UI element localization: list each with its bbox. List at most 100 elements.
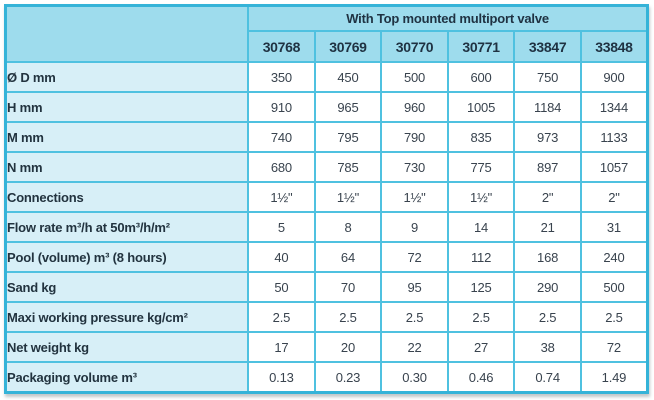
corner-cell [4,4,250,63]
table-row: Packaging volume m³ 0.13 0.23 0.30 0.46 … [4,361,649,394]
row-label: Maxi working pressure kg/cm² [4,301,250,333]
value-cell: 775 [446,151,516,183]
value-cell: 0.13 [247,361,316,394]
value-cell: 0.30 [380,361,449,394]
value-cell: 50 [247,271,316,303]
value-cell: 40 [247,241,316,273]
table-row: Net weight kg 17 20 22 27 38 72 [4,331,649,363]
value-cell: 973 [513,121,582,153]
row-label: M mm [4,121,250,153]
row-label: H mm [4,91,250,123]
value-cell: 2.5 [513,301,582,333]
value-cell: 0.74 [513,361,582,394]
value-cell: 27 [446,331,516,363]
row-label: Flow rate m³/h at 50m³/h/m² [4,211,250,243]
value-cell: 64 [313,241,383,273]
value-cell: 168 [513,241,582,273]
table-row: N mm 680 785 730 775 897 1057 [4,151,649,183]
value-cell: 21 [513,211,582,243]
value-cell: 740 [247,121,316,153]
table-header-models-row: 30768 30769 30770 30771 33847 33848 [6,30,649,63]
table-row: Ø D mm 350 450 500 600 750 900 [4,61,649,93]
value-cell: 897 [513,151,582,183]
table-header-title-row: With Top mounted multiport valve [4,4,649,63]
value-cell: 2.5 [446,301,516,333]
value-cell: 680 [247,151,316,183]
table-row: Pool (volume) m³ (8 hours) 40 64 72 112 … [4,241,649,273]
value-cell: 965 [313,91,383,123]
value-cell: 9 [380,211,449,243]
row-label: Sand kg [4,271,250,303]
value-cell: 785 [313,151,383,183]
value-cell: 95 [380,271,449,303]
table-row: Sand kg 50 70 95 125 290 500 [4,271,649,303]
value-cell: 1005 [446,91,516,123]
value-cell: 500 [579,271,649,303]
value-cell: 910 [247,91,316,123]
value-cell: 2.5 [579,301,649,333]
column-header: 33848 [579,30,649,63]
value-cell: 350 [247,61,316,93]
value-cell: 38 [513,331,582,363]
value-cell: 1½" [380,181,449,213]
value-cell: 22 [380,331,449,363]
column-header: 30769 [313,30,383,63]
table-row: Connections 1½" 1½" 1½" 1½" 2" 2" [4,181,649,213]
row-label: N mm [4,151,250,183]
value-cell: 17 [247,331,316,363]
value-cell: 795 [313,121,383,153]
value-cell: 2" [513,181,582,213]
value-cell: 72 [380,241,449,273]
table-row: Maxi working pressure kg/cm² 2.5 2.5 2.5… [4,301,649,333]
row-label: Pool (volume) m³ (8 hours) [4,241,250,273]
value-cell: 31 [579,211,649,243]
value-cell: 1½" [313,181,383,213]
value-cell: 1.49 [579,361,649,394]
value-cell: 1344 [579,91,649,123]
value-cell: 0.23 [313,361,383,394]
spec-table: With Top mounted multiport valve 30768 3… [4,4,649,394]
value-cell: 2.5 [380,301,449,333]
value-cell: 960 [380,91,449,123]
value-cell: 5 [247,211,316,243]
value-cell: 2.5 [247,301,316,333]
value-cell: 290 [513,271,582,303]
value-cell: 0.46 [446,361,516,394]
column-header: 30768 [247,30,316,63]
row-label: Connections [4,181,250,213]
value-cell: 1½" [446,181,516,213]
column-header: 30770 [380,30,449,63]
value-cell: 900 [579,61,649,93]
row-label: Packaging volume m³ [4,361,250,394]
value-cell: 450 [313,61,383,93]
table-title: With Top mounted multiport valve [247,4,649,32]
value-cell: 70 [313,271,383,303]
value-cell: 2.5 [313,301,383,333]
value-cell: 790 [380,121,449,153]
table-row: H mm 910 965 960 1005 1184 1344 [4,91,649,123]
value-cell: 72 [579,331,649,363]
value-cell: 1184 [513,91,582,123]
value-cell: 1½" [247,181,316,213]
value-cell: 1133 [579,121,649,153]
value-cell: 20 [313,331,383,363]
value-cell: 730 [380,151,449,183]
row-label: Net weight kg [4,331,250,363]
value-cell: 835 [446,121,516,153]
value-cell: 14 [446,211,516,243]
table-row: M mm 740 795 790 835 973 1133 [4,121,649,153]
column-header: 30771 [446,30,516,63]
value-cell: 2" [579,181,649,213]
value-cell: 500 [380,61,449,93]
value-cell: 750 [513,61,582,93]
column-header: 33847 [513,30,582,63]
value-cell: 240 [579,241,649,273]
table-row: Flow rate m³/h at 50m³/h/m² 5 8 9 14 21 … [4,211,649,243]
value-cell: 600 [446,61,516,93]
value-cell: 8 [313,211,383,243]
row-label: Ø D mm [4,61,250,93]
value-cell: 112 [446,241,516,273]
value-cell: 1057 [579,151,649,183]
value-cell: 125 [446,271,516,303]
